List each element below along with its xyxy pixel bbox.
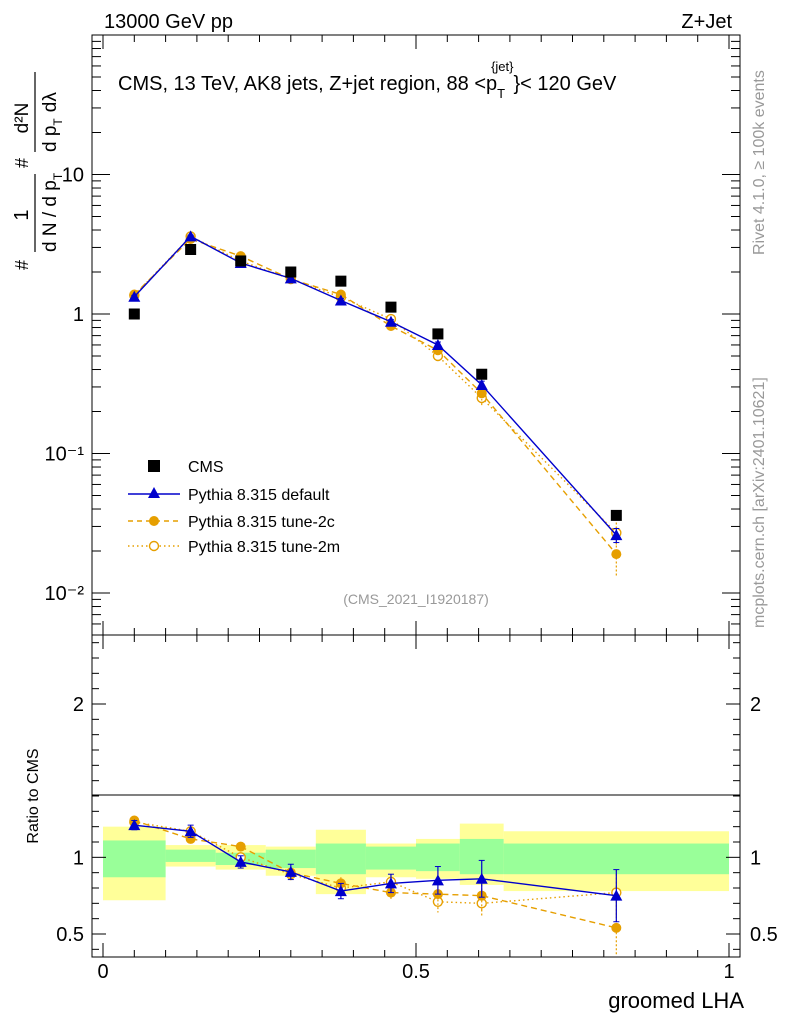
- header-right: Z+Jet: [681, 11, 732, 33]
- main-series-line-2: [133, 238, 617, 555]
- header-left: 13000 GeV pp: [104, 11, 233, 33]
- y-label-den2-main: d p: [40, 126, 61, 152]
- main-title: CMS, 13 TeV, AK8 jets, Z+jet region, 88 …: [118, 59, 617, 101]
- main-y-tick-label: 10: [62, 165, 84, 187]
- main-series-point-2-8: [611, 549, 622, 560]
- legend-marker-default: [148, 487, 160, 498]
- legend-label-default: Pythia 8.315 default: [188, 487, 330, 504]
- y-label-den1: d N / d pT: [40, 172, 65, 252]
- ratio-band-inner-5: [365, 846, 416, 870]
- y-label-num1: 1: [11, 209, 33, 220]
- analysis-watermark: (CMS_2021_I1920187): [343, 591, 489, 607]
- ratio-series-point-1-2: [235, 841, 246, 852]
- ratio-y-tick-label-left: 0.5: [56, 924, 84, 946]
- ratio-y-tick-label-left: 1: [73, 847, 84, 869]
- y-label-den1-sub: T: [51, 172, 65, 180]
- legend: CMS Pythia 8.315 default Pythia 8.315 tu…: [128, 459, 340, 556]
- ratio-series-point-1-8: [611, 922, 622, 933]
- y-label-den2-sub: T: [51, 118, 65, 126]
- ratio-y-tick-label-left: 2: [73, 694, 84, 716]
- y-label-den1-main: d N / d p: [40, 180, 61, 252]
- main-title-post: }< 120 GeV: [514, 73, 618, 95]
- ratio-y-tick-label-right: 2: [750, 694, 761, 716]
- cms-data-point-8: [610, 509, 622, 521]
- ratio-series-point-0-8: [610, 889, 623, 901]
- x-tick-label: 0: [97, 961, 108, 983]
- ratio-series-point-0-5: [384, 877, 397, 889]
- cms-data-point-5: [385, 301, 397, 313]
- ratio-series-point-0-2: [234, 855, 247, 867]
- main-series-point-1-7: [475, 378, 488, 390]
- ratio-series-point-0-3: [284, 865, 297, 877]
- ratio-band-inner-8: [503, 843, 729, 875]
- x-tick-label: 1: [723, 961, 734, 983]
- main-series-point-1-4: [334, 294, 347, 306]
- y-label-hash2: #: [12, 158, 32, 168]
- side-text-mcplots: mcplots.cern.ch [arXiv:2401.10621]: [751, 377, 768, 628]
- main-title-pre: CMS, 13 TeV, AK8 jets, Z+jet region, 88 …: [118, 73, 497, 95]
- main-series-point-1-1: [184, 230, 197, 242]
- main-axis-ticks: 10⁻² 10⁻¹ 1 10: [45, 34, 740, 636]
- legend-marker-tune2m: [148, 540, 160, 552]
- ratio-band-inner-4: [315, 843, 366, 875]
- cms-data-point-0: [128, 308, 140, 320]
- cms-data-point-2: [235, 255, 247, 267]
- main-y-tick-label: 10⁻²: [45, 583, 85, 605]
- cms-data-point-1: [185, 243, 197, 255]
- main-y-tick-label: 1: [73, 304, 84, 326]
- ratio-band-inner-3: [265, 849, 316, 869]
- main-series-point-1-5: [384, 315, 397, 327]
- cms-data-point-7: [476, 368, 488, 380]
- legend-label-tune2c: Pythia 8.315 tune-2c: [188, 514, 335, 531]
- cms-data-point-6: [432, 328, 444, 340]
- ratio-series-point-1-1: [185, 833, 196, 844]
- main-series-point-1-8: [610, 529, 623, 541]
- cms-data-point-3: [285, 266, 297, 278]
- cms-data-point-4: [335, 275, 347, 287]
- main-series-point-1-3: [284, 272, 297, 284]
- main-series-point-1-6: [431, 338, 444, 350]
- y-label-den2: d pTdλ: [40, 92, 65, 152]
- legend-label-cms: CMS: [188, 459, 224, 476]
- legend-marker-tune2c: [149, 516, 159, 526]
- main-title-sup: {jet}: [491, 59, 514, 74]
- ratio-panel-frame: [91, 634, 741, 958]
- y-axis-label: # 1 d N / d pT # d²N d pTdλ: [11, 72, 65, 270]
- main-series-point-1-0: [128, 290, 141, 302]
- ratio-y-tick-label-right: 0.5: [750, 924, 778, 946]
- ratio-series-point-0-6: [431, 874, 444, 886]
- main-series-group: [128, 230, 623, 578]
- ratio-y-tick-label-right: 1: [750, 847, 761, 869]
- ratio-series-group: [128, 815, 623, 956]
- y-label-hash1: #: [12, 260, 32, 270]
- ratio-band-inner-1: [165, 849, 216, 862]
- y-label-den2-post: dλ: [40, 92, 61, 113]
- ratio-series-point-0-7: [475, 872, 488, 884]
- x-tick-label: 0.5: [402, 961, 430, 983]
- ratio-series-point-0-0: [128, 819, 141, 831]
- main-title-sub: T: [497, 86, 505, 101]
- ratio-axis-ticks: 0.5 0.5 1 1 2 2 0 0.5 1: [56, 635, 778, 983]
- ratio-series-point-0-1: [184, 825, 197, 837]
- side-text-rivet: Rivet 4.1.0, ≥ 100k events: [751, 70, 768, 255]
- ratio-series-line-1: [134, 819, 617, 929]
- x-axis-label: groomed LHA: [608, 988, 744, 1013]
- y-label-num2: d²N: [12, 103, 33, 134]
- legend-marker-cms: [148, 460, 160, 472]
- main-series-point-2-7: [476, 388, 487, 399]
- ratio-series-point-0-4: [334, 885, 347, 897]
- ratio-y-label: Ratio to CMS: [25, 748, 42, 843]
- legend-label-tune2m: Pythia 8.315 tune-2m: [188, 539, 340, 556]
- ratio-band-inner-0: [103, 840, 166, 878]
- main-y-tick-label: 10⁻¹: [45, 444, 85, 466]
